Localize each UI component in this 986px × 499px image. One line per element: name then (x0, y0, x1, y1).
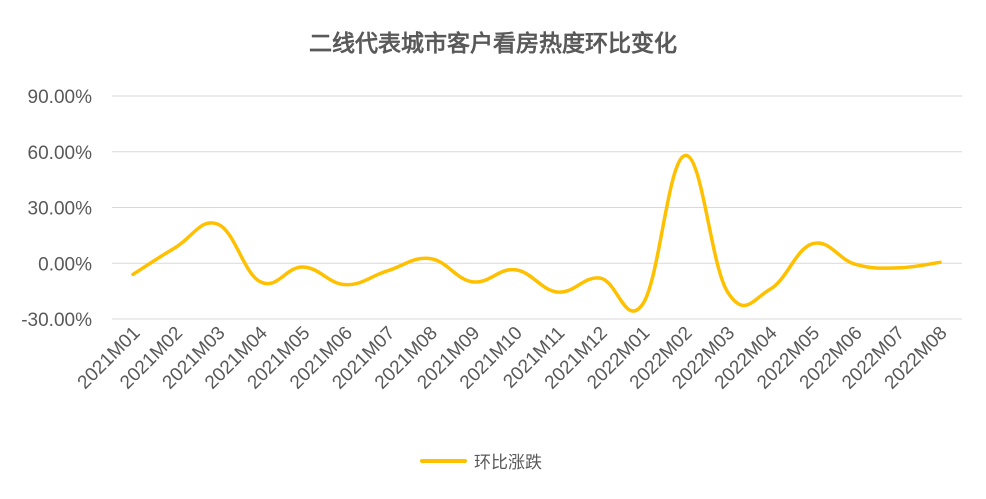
x-axis-ticks: 2021M012021M022021M032021M042021M052021M… (74, 322, 952, 393)
legend-label: 环比涨跌 (474, 453, 542, 473)
y-axis-ticks: -30.00% 0.00% 30.00% 60.00% 90.00% (21, 87, 92, 331)
y-tick-label: 0.00% (38, 254, 92, 275)
grid-lines (112, 95, 962, 320)
y-tick-label: 90.00% (28, 87, 93, 108)
y-tick-label: 30.00% (28, 199, 93, 220)
y-tick-label: -30.00% (21, 310, 92, 331)
legend: 环比涨跌 (420, 453, 542, 473)
series-line (131, 153, 942, 313)
chart-title: 二线代表城市客户看房热度环比变化 (309, 30, 677, 57)
y-tick-label: 60.00% (28, 143, 93, 164)
series-layer (131, 153, 942, 313)
